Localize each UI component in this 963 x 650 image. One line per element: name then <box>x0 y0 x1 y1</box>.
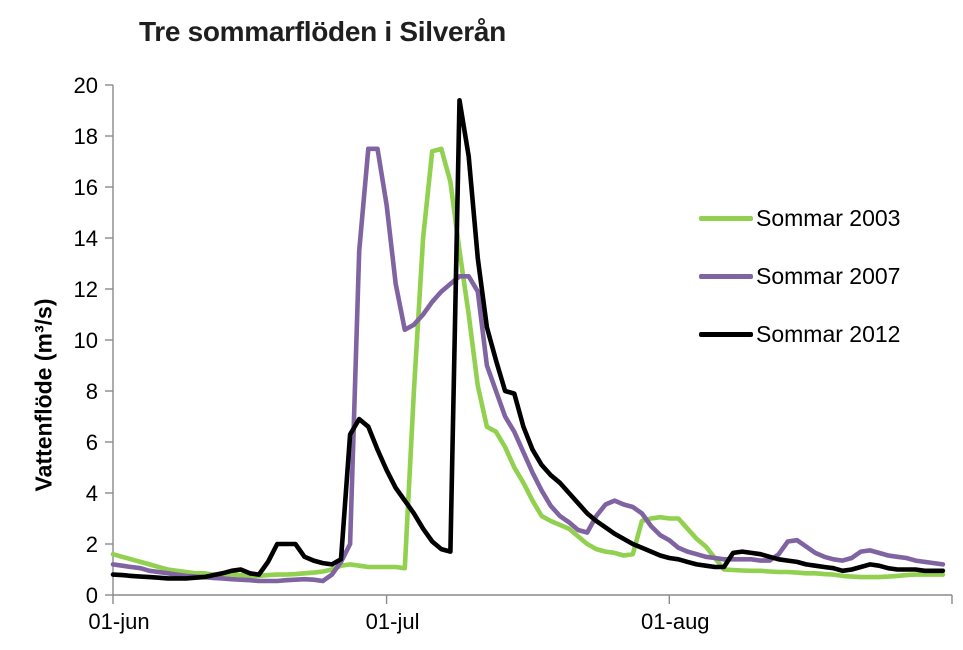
x-axis-tick-label: 01-jun <box>88 609 149 634</box>
y-axis-tick-label: 12 <box>74 277 98 302</box>
y-axis-tick-label: 2 <box>86 532 98 557</box>
y-axis-tick-label: 20 <box>74 73 98 98</box>
y-axis-tick-label: 14 <box>74 226 98 251</box>
x-axis-tick-label: 01-jul <box>366 609 420 634</box>
series-line-sommar-2007 <box>110 146 946 584</box>
chart-legend: Sommar 2003 Sommar 2007 Sommar 2012 <box>699 204 929 380</box>
y-axis-tick-label: 4 <box>86 481 98 506</box>
y-axis-tick-label: 16 <box>74 175 98 200</box>
y-axis-tick-label: 8 <box>86 379 98 404</box>
chart-title: Tre sommarflöden i Silverån <box>139 16 506 47</box>
y-axis-tick-label: 10 <box>74 328 98 353</box>
legend-swatch-2012-icon <box>699 331 753 337</box>
legend-label: Sommar 2003 <box>756 204 901 231</box>
y-axis-tick-label: 0 <box>86 583 98 608</box>
legend-item-sommar-2003: Sommar 2003 <box>699 204 929 231</box>
legend-swatch-2003-icon <box>699 215 753 221</box>
x-axis-tick-label: 01-aug <box>641 609 710 634</box>
legend-label: Sommar 2012 <box>756 320 901 347</box>
legend-swatch-2007-icon <box>699 273 753 279</box>
legend-item-sommar-2012: Sommar 2012 <box>699 320 929 347</box>
legend-label: Sommar 2007 <box>756 262 901 289</box>
series-line-sommar-2012 <box>110 98 946 581</box>
y-axis-tick-label: 6 <box>86 430 98 455</box>
legend-item-sommar-2007: Sommar 2007 <box>699 262 929 289</box>
series-line-sommar-2003 <box>110 146 946 580</box>
y-axis-tick-label: 18 <box>74 124 98 149</box>
